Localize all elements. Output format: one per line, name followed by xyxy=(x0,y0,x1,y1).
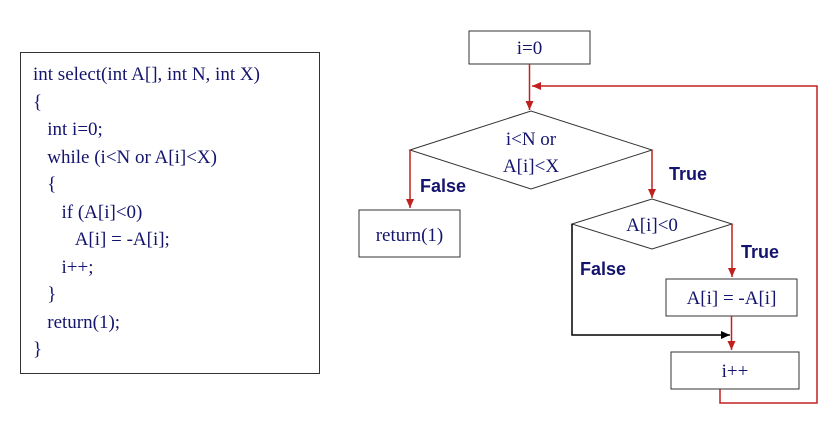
code-line: if (A[i]<0) xyxy=(33,201,143,223)
assign-box xyxy=(665,278,798,317)
code-line: while (i<N or A[i]<X) xyxy=(33,146,217,168)
false-label-2: False xyxy=(580,259,626,279)
loop-back-arrow xyxy=(532,82,818,404)
code-line: int i=0; xyxy=(33,119,103,140)
return-label: return(1) xyxy=(376,225,444,246)
true-label-1: True xyxy=(669,164,707,184)
cond1-label-line2: A[i]<X xyxy=(503,156,559,177)
increment-label: i++ xyxy=(722,361,749,382)
code-line: A[i] = -A[i]; xyxy=(33,229,170,250)
code-line: int select(int A[], int N, int X) xyxy=(33,64,260,85)
code-line: return(1); xyxy=(33,311,121,333)
code-line: } xyxy=(33,339,43,360)
assign-label: A[i] = -A[i] xyxy=(687,288,777,309)
code-listing: int select(int A[], int N, int X) { int … xyxy=(20,52,320,374)
cond1-label-line1: i<N or xyxy=(506,129,557,150)
init-label: i=0 xyxy=(517,38,543,59)
init-box xyxy=(468,30,591,65)
false-label-1: False xyxy=(420,176,466,196)
code-line: i++; xyxy=(33,256,94,278)
true-label-2: True xyxy=(741,242,779,262)
cond2-label: A[i]<0 xyxy=(626,215,678,236)
arrow-false-to-incr xyxy=(571,224,730,339)
code-line: } xyxy=(33,284,57,305)
code-line: { xyxy=(33,174,57,195)
code-line: { xyxy=(33,91,43,113)
return-box xyxy=(358,209,461,258)
increment-box xyxy=(670,351,800,390)
